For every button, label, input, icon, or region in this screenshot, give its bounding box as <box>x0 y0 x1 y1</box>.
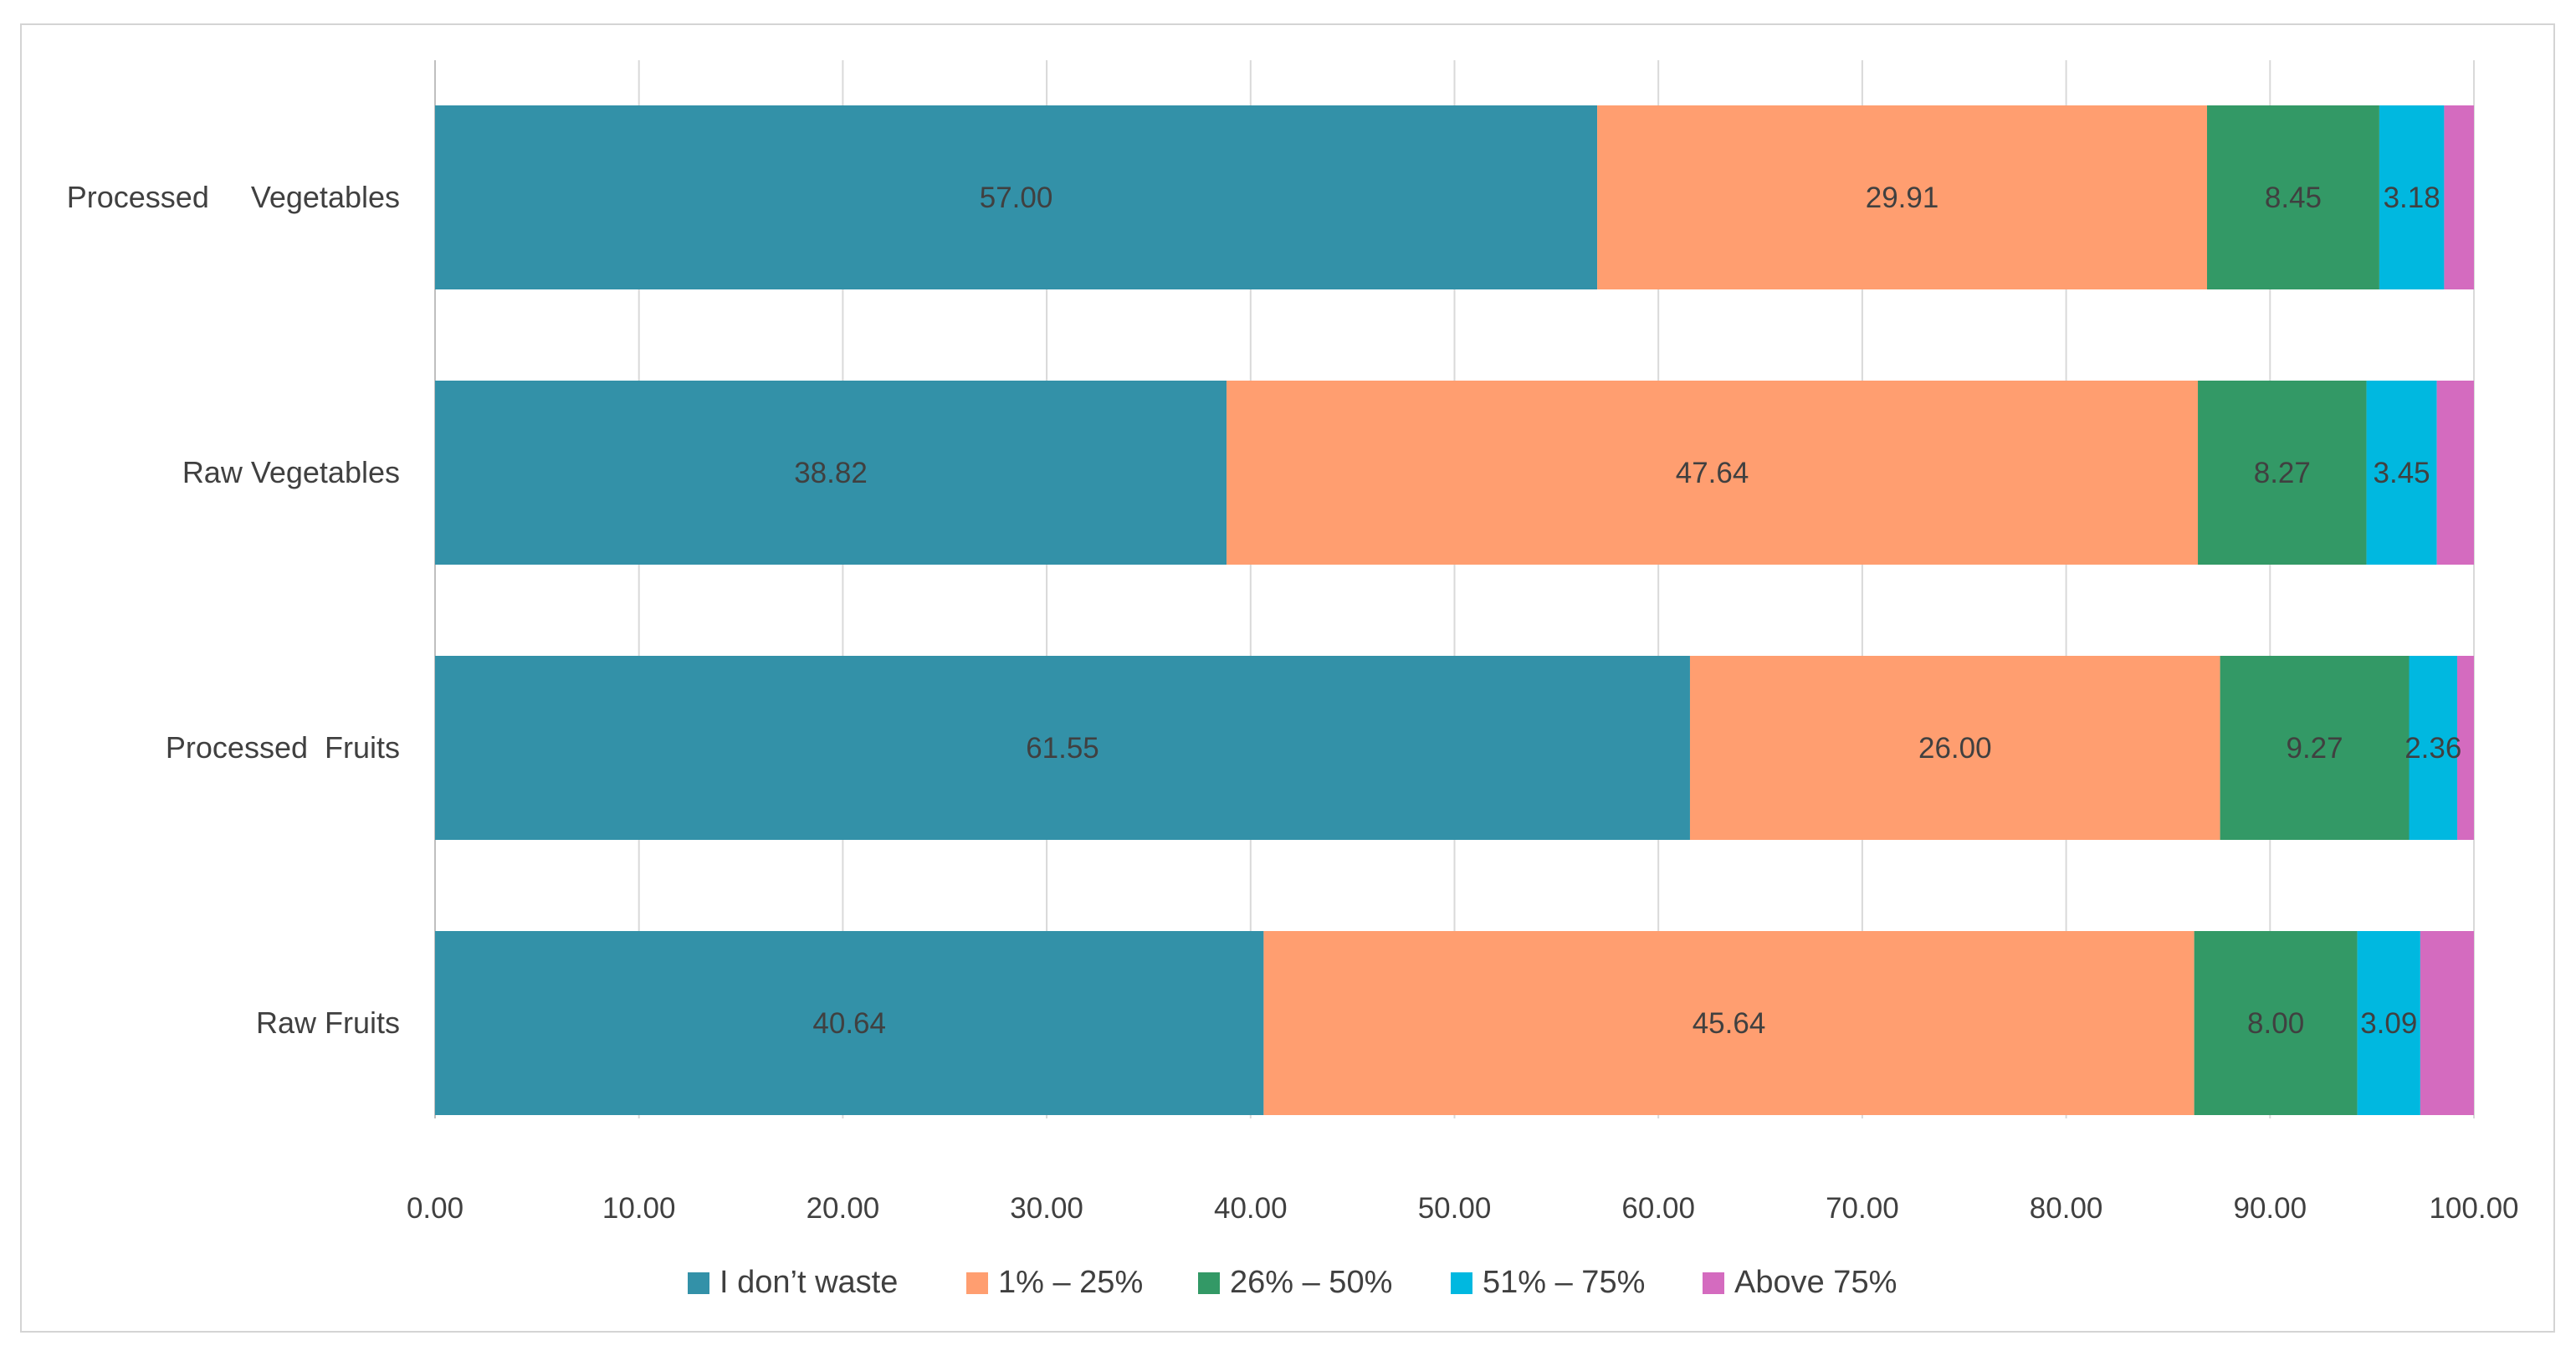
bar-segment <box>2198 381 2367 565</box>
x-tick-label: 80.00 <box>2030 1192 2103 1225</box>
data-labels: 57.00 29.91 8.45 3.18 38.82 47.64 8.27 3.45 61.5… <box>794 182 2461 1040</box>
bars <box>435 105 2474 1115</box>
bar-segment <box>2194 931 2358 1115</box>
x-tick-label: 50.00 <box>1418 1192 1492 1225</box>
legend-swatch <box>1703 1272 1724 1294</box>
legend: I don’t waste 1% – 25% 26% – 50% 51% – 75% A… <box>688 1265 1897 1300</box>
bar-segment <box>2206 105 2379 289</box>
bar-segment <box>435 656 1690 840</box>
bar-segment <box>2420 931 2474 1115</box>
bar-segment <box>2436 381 2474 565</box>
value-axis: 0.00 10.00 20.00 30.00 40.00 50.00 60.00 70.00 8… <box>407 1192 2519 1225</box>
bar-segment <box>2220 656 2410 840</box>
legend-label: I don’t waste <box>720 1265 898 1300</box>
bar-segment <box>435 381 1227 565</box>
x-tick-label: 0.00 <box>407 1192 463 1225</box>
data-label: 3.45 <box>2374 457 2430 489</box>
data-label: 2.36 <box>2404 732 2461 765</box>
category-label: Raw Fruits <box>256 1005 400 1040</box>
data-label: 8.27 <box>2254 457 2311 489</box>
x-tick-label: 40.00 <box>1214 1192 1288 1225</box>
data-label: 40.64 <box>812 1007 886 1040</box>
x-tick-label: 90.00 <box>2234 1192 2307 1225</box>
x-tick-label: 60.00 <box>1621 1192 1695 1225</box>
category-label: Processed Vegetables <box>67 180 400 214</box>
x-tick-label: 100.00 <box>2429 1192 2518 1225</box>
legend-swatch <box>1198 1272 1220 1294</box>
bar-segment <box>2409 656 2458 840</box>
data-label: 3.18 <box>2384 182 2440 214</box>
bar-segment <box>1689 656 2220 840</box>
x-tick-label: 70.00 <box>1826 1192 1899 1225</box>
data-label: 29.91 <box>1866 182 1939 214</box>
bar-segment <box>2357 931 2420 1115</box>
data-label: 57.00 <box>980 182 1053 214</box>
data-label: 8.00 <box>2247 1007 2304 1040</box>
legend-label: 1% – 25% <box>998 1265 1143 1300</box>
data-label: 8.45 <box>2265 182 2322 214</box>
bar-segment <box>1263 931 2194 1115</box>
x-tick-label: 30.00 <box>1010 1192 1083 1225</box>
bar-segment <box>2379 105 2445 289</box>
bar-segment <box>435 931 1264 1115</box>
legend-label: 26% – 50% <box>1230 1265 1392 1300</box>
data-label: 47.64 <box>1676 457 1749 489</box>
data-label: 9.27 <box>2286 732 2343 765</box>
x-tick-label: 20.00 <box>807 1192 880 1225</box>
data-label: 26.00 <box>1918 732 1992 765</box>
bar-segment <box>2457 656 2474 840</box>
category-axis: Processed Vegetables Raw Vegetables Proces… <box>67 180 400 1040</box>
legend-swatch <box>966 1272 988 1294</box>
bar-segment <box>435 105 1598 289</box>
bar-segment <box>1227 381 2199 565</box>
legend-swatch <box>1451 1272 1472 1294</box>
bar-segment <box>1597 105 2207 289</box>
bar-segment <box>2366 381 2437 565</box>
legend-label: Above 75% <box>1734 1265 1897 1300</box>
data-label: 61.55 <box>1026 732 1099 765</box>
legend-swatch <box>688 1272 709 1294</box>
data-label: 45.64 <box>1693 1007 1766 1040</box>
data-label: 38.82 <box>794 457 868 489</box>
category-label: Raw Vegetables <box>182 455 400 489</box>
x-tick-label: 10.00 <box>602 1192 676 1225</box>
legend-label: 51% – 75% <box>1483 1265 1645 1300</box>
bar-segment <box>2444 105 2474 289</box>
category-label: Processed Fruits <box>166 730 400 765</box>
data-label: 3.09 <box>2360 1007 2417 1040</box>
